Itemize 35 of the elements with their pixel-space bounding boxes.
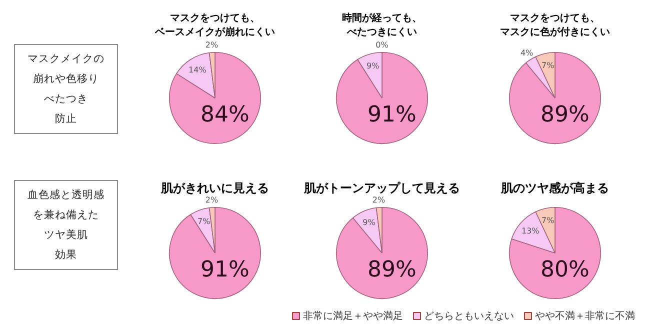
text: 防止 <box>55 112 77 127</box>
chart-title: 時間が経っても、べたつきにくい <box>341 12 423 40</box>
data-label: 2% <box>205 196 218 205</box>
data-label: 13% <box>521 226 540 236</box>
legend-label: やや不満＋非常に不満 <box>535 310 635 323</box>
text: 崩れや色移り <box>33 72 99 87</box>
text: べたつき <box>44 92 88 107</box>
chart-title: 肌がトーンアップして見える <box>302 180 461 195</box>
data-label: 7% <box>198 217 211 226</box>
data-label: 89% <box>540 102 590 128</box>
chart-title: 肌のツヤ感が高まる <box>500 180 610 195</box>
text: 効果 <box>55 248 77 263</box>
data-label: 80% <box>540 258 590 283</box>
text: 0% <box>376 40 388 50</box>
data-label: 89% <box>368 258 416 283</box>
text: ツヤ美肌 <box>44 228 88 243</box>
legend-label: どちらともいえない <box>424 310 514 323</box>
text: 血色感と透明感 <box>28 188 104 203</box>
data-label: 9% <box>366 62 380 71</box>
data-label: 84% <box>200 102 250 128</box>
chart-title: 肌がきれいに見える <box>160 180 270 195</box>
data-label: 91% <box>368 102 416 128</box>
data-label: 91% <box>200 258 250 283</box>
data-label: 2% <box>372 196 386 205</box>
data-label: 9% <box>362 218 376 227</box>
data-label: 2% <box>205 40 218 50</box>
text: マスクメイクの <box>28 52 104 67</box>
data-label: 7% <box>541 216 555 226</box>
data-label: 14% <box>188 65 207 74</box>
chart-title: マスクをつけても、ベースメイクが崩れにくい <box>154 12 276 40</box>
data-label: 7% <box>541 61 555 70</box>
legend-label: 非常に満足＋やや満足 <box>303 310 403 323</box>
text: を兼ね備えた <box>33 208 99 223</box>
chart-title: マスクをつけても、マスクに色が付きにくい <box>499 12 611 40</box>
data-label: 4% <box>520 48 534 58</box>
